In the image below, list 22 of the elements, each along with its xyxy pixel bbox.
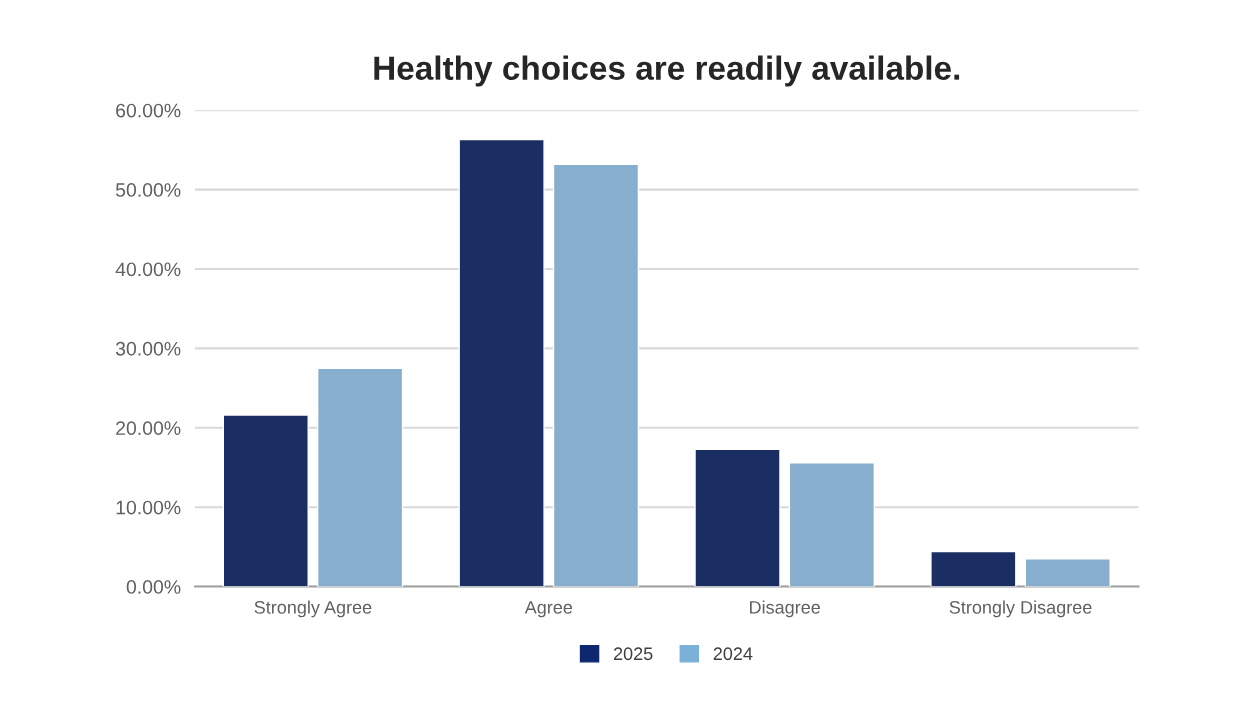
y-tick-label: 0.00% [126, 580, 181, 594]
x-tick-label: Strongly Agree [254, 600, 372, 618]
legend-label: 2024 [713, 647, 753, 661]
bar [552, 163, 640, 587]
x-tick-label: Strongly Disagree [949, 600, 1092, 618]
y-tick-label: 50.00% [115, 183, 181, 197]
x-tick-label: Disagree [750, 600, 821, 618]
y-tick-label: 10.00% [116, 500, 181, 515]
bar [458, 138, 545, 587]
legend-label: 2025 [613, 647, 653, 661]
x-tick-label: Agree [524, 601, 573, 618]
bar [930, 550, 1017, 587]
bar [788, 462, 876, 587]
bar [1024, 558, 1111, 587]
bar [222, 414, 309, 587]
y-tick-label: 60.00% [116, 103, 181, 118]
bar [316, 367, 404, 587]
bar [694, 448, 781, 587]
y-tick-label: 30.00% [115, 341, 181, 356]
chart-title: Healthy choices are readily available. [374, 55, 960, 87]
y-tick-label: 40.00% [115, 262, 181, 277]
y-tick-label: 20.00% [116, 421, 181, 436]
